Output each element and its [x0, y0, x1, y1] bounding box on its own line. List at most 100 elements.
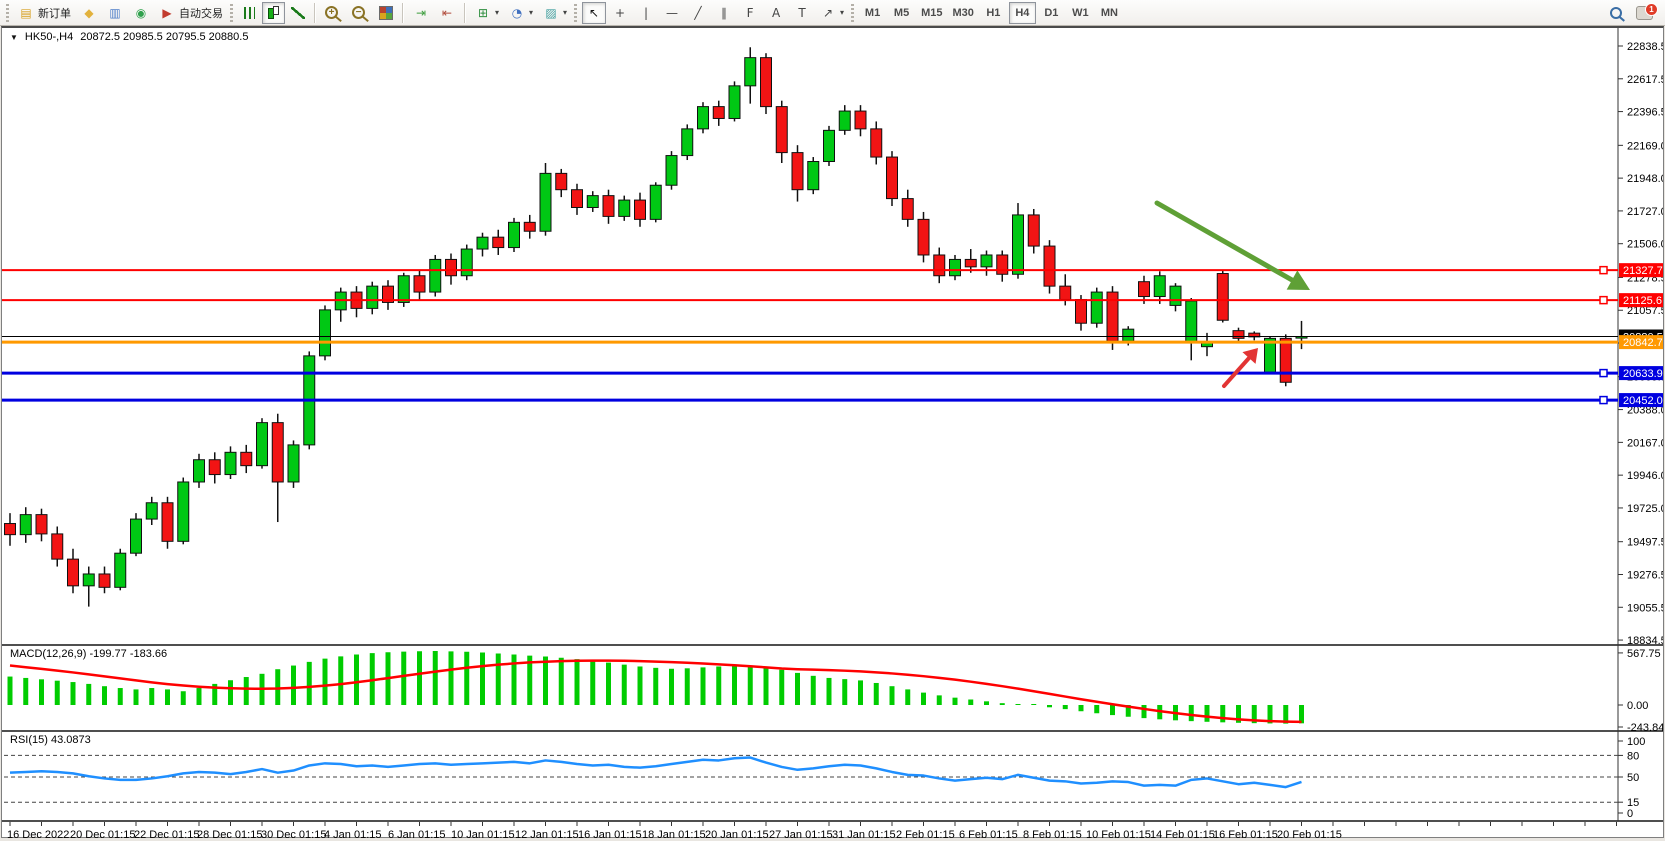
svg-text:21327.7: 21327.7 [1623, 265, 1663, 277]
periods-glyph: ◔ [511, 5, 523, 20]
zoom-in-icon-glyph [325, 6, 338, 19]
svg-text:22 Dec 01:15: 22 Dec 01:15 [134, 829, 199, 838]
zoom-out-icon[interactable] [348, 2, 373, 24]
toolbar-separator [464, 2, 466, 23]
arrows-button[interactable]: ↗ ▾ [816, 2, 848, 24]
svg-text:567.75: 567.75 [1627, 648, 1661, 660]
dropdown-caret-icon[interactable]: ▾ [529, 8, 534, 17]
new-order-button-label: 新订单 [38, 7, 71, 20]
text-button[interactable]: A [764, 2, 788, 24]
timeframe-w1-button[interactable]: W1 [1067, 2, 1094, 24]
autotrading-glyph: ▶ [162, 5, 172, 20]
new-chart-button[interactable]: ⊞ ▾ [471, 2, 503, 24]
horizontal-lines [2, 265, 1618, 405]
line-chart-icon[interactable] [287, 2, 309, 24]
signals-icon-glyph: ◉ [135, 5, 147, 20]
svg-text:19276.5: 19276.5 [1627, 569, 1663, 581]
quotes-window-icon-glyph: ◆ [84, 5, 94, 20]
tile-windows-icon-glyph [379, 5, 393, 20]
timeframe-m5-button[interactable]: M5 [888, 2, 915, 24]
toolbar-drag-handle [230, 3, 233, 22]
timeframe-m30-button[interactable]: M30 [948, 2, 977, 24]
timeframe-h4-button[interactable]: H4 [1008, 1, 1036, 24]
timeframe-h1-button[interactable]: H1 [980, 2, 1007, 24]
svg-text:22838.5: 22838.5 [1627, 41, 1663, 53]
signal-arrow-up-head [1242, 348, 1258, 364]
notification-badge: 1 [1645, 2, 1658, 16]
vertical-line-glyph: | [644, 5, 649, 20]
signal-arrow-up[interactable] [1222, 356, 1251, 388]
new-order-glyph: ▤ [20, 5, 32, 20]
svg-text:21727.0: 21727.0 [1627, 206, 1663, 218]
cursor-button[interactable]: ↖ [582, 1, 607, 24]
rsi-levels [4, 754, 1618, 803]
chart-window: 22838.5 22617.5 22396.5 22169.0 21948.0 21727… [1, 26, 1664, 838]
tile-windows-icon[interactable] [375, 2, 397, 24]
chart-shift-icon[interactable]: ⇤ [435, 2, 459, 24]
svg-text:20388.0: 20388.0 [1627, 405, 1663, 417]
autotrading-button[interactable]: ▶ 自动交易 [155, 2, 227, 24]
svg-text:20 Dec 01:15: 20 Dec 01:15 [70, 829, 135, 838]
timeframe-m15-button[interactable]: M15 [917, 2, 946, 24]
line-chart-icon-glyph [291, 6, 305, 19]
toolbar-separator [314, 2, 316, 23]
auto-scroll-icon[interactable]: ⇥ [409, 2, 433, 24]
main-toolbar: ▤新订单◆▥◉▶自动交易⇥⇤⊞▾◔▾▨▾↖+|—╱∥FAT↗▾M1M5M15M3… [0, 0, 1665, 26]
channel-button[interactable]: ∥ [712, 2, 736, 24]
svg-text:20633.9: 20633.9 [1623, 368, 1663, 380]
svg-text:50: 50 [1627, 772, 1639, 784]
price-chart[interactable]: 22838.5 22617.5 22396.5 22169.0 21948.0 21727… [2, 28, 1663, 838]
svg-text:31 Jan 01:15: 31 Jan 01:15 [832, 829, 896, 838]
fibonacci-button[interactable]: F [738, 2, 762, 24]
dropdown-caret-icon[interactable]: ▾ [563, 8, 568, 17]
timeframe-m1-button[interactable]: M1 [859, 2, 886, 24]
auto-scroll-icon-glyph: ⇥ [415, 5, 427, 20]
svg-text:28 Dec 01:15: 28 Dec 01:15 [197, 829, 262, 838]
timeframe-d1-button[interactable]: D1 [1038, 2, 1065, 24]
candlestick-chart-icon[interactable] [262, 1, 285, 24]
timeframe-mn-button[interactable]: MN [1096, 2, 1123, 24]
dropdown-caret-icon[interactable]: ▾ [840, 8, 845, 17]
svg-text:4 Jan 01:15: 4 Jan 01:15 [324, 829, 382, 838]
price-line-labels: 21327.721125.620880.520842.720633.920452… [1619, 263, 1663, 408]
dropdown-caret-icon[interactable]: ▾ [495, 8, 500, 17]
svg-text:21057.5: 21057.5 [1627, 305, 1663, 317]
svg-text:6 Feb 01:15: 6 Feb 01:15 [959, 829, 1018, 838]
label-glyph: T [798, 5, 806, 20]
svg-text:19725.0: 19725.0 [1627, 503, 1663, 515]
periods-button[interactable]: ◔ ▾ [505, 2, 537, 24]
trendline-button[interactable]: ╱ [686, 2, 710, 24]
charts-window-icon-glyph: ▥ [109, 5, 121, 20]
macd-axis: 567.75 0.00 -243.84 [1618, 648, 1663, 734]
signals-icon[interactable]: ◉ [129, 2, 153, 24]
trend-arrow-down[interactable] [1154, 200, 1295, 283]
crosshair-glyph: + [615, 5, 626, 20]
charts-window-icon[interactable]: ▥ [103, 2, 127, 24]
quotes-window-icon[interactable]: ◆ [77, 2, 101, 24]
zoom-in-icon[interactable] [321, 2, 346, 24]
templates-glyph: ▨ [545, 5, 557, 20]
svg-text:10 Jan 01:15: 10 Jan 01:15 [451, 829, 515, 838]
svg-text:27 Jan 01:15: 27 Jan 01:15 [769, 829, 833, 838]
svg-text:16 Jan 01:15: 16 Jan 01:15 [578, 829, 642, 838]
horizontal-line-button[interactable]: — [660, 2, 684, 24]
toolbar-drag-handle [851, 3, 855, 22]
svg-text:20 Feb 01:15: 20 Feb 01:15 [1277, 829, 1342, 838]
label-button[interactable]: T [790, 2, 814, 24]
bar-chart-icon[interactable] [238, 2, 260, 24]
templates-button[interactable]: ▨ ▾ [539, 2, 571, 24]
toolbar-separator [402, 2, 404, 23]
crosshair-button[interactable]: + [608, 2, 632, 24]
svg-text:100: 100 [1627, 736, 1645, 748]
new-chart-glyph: ⊞ [477, 5, 489, 20]
svg-text:30 Dec 01:15: 30 Dec 01:15 [261, 829, 326, 838]
search-icon[interactable] [1610, 6, 1622, 19]
candles [4, 47, 1308, 607]
notifications-icon[interactable]: 1 [1636, 2, 1658, 20]
vertical-line-button[interactable]: | [634, 2, 658, 24]
new-order-button[interactable]: ▤ 新订单 [14, 2, 75, 24]
svg-text:16 Dec 2022: 16 Dec 2022 [7, 829, 69, 838]
toolbar-drag-handle [6, 3, 9, 22]
svg-text:21506.0: 21506.0 [1627, 239, 1663, 251]
svg-text:14 Feb 01:15: 14 Feb 01:15 [1150, 829, 1215, 838]
